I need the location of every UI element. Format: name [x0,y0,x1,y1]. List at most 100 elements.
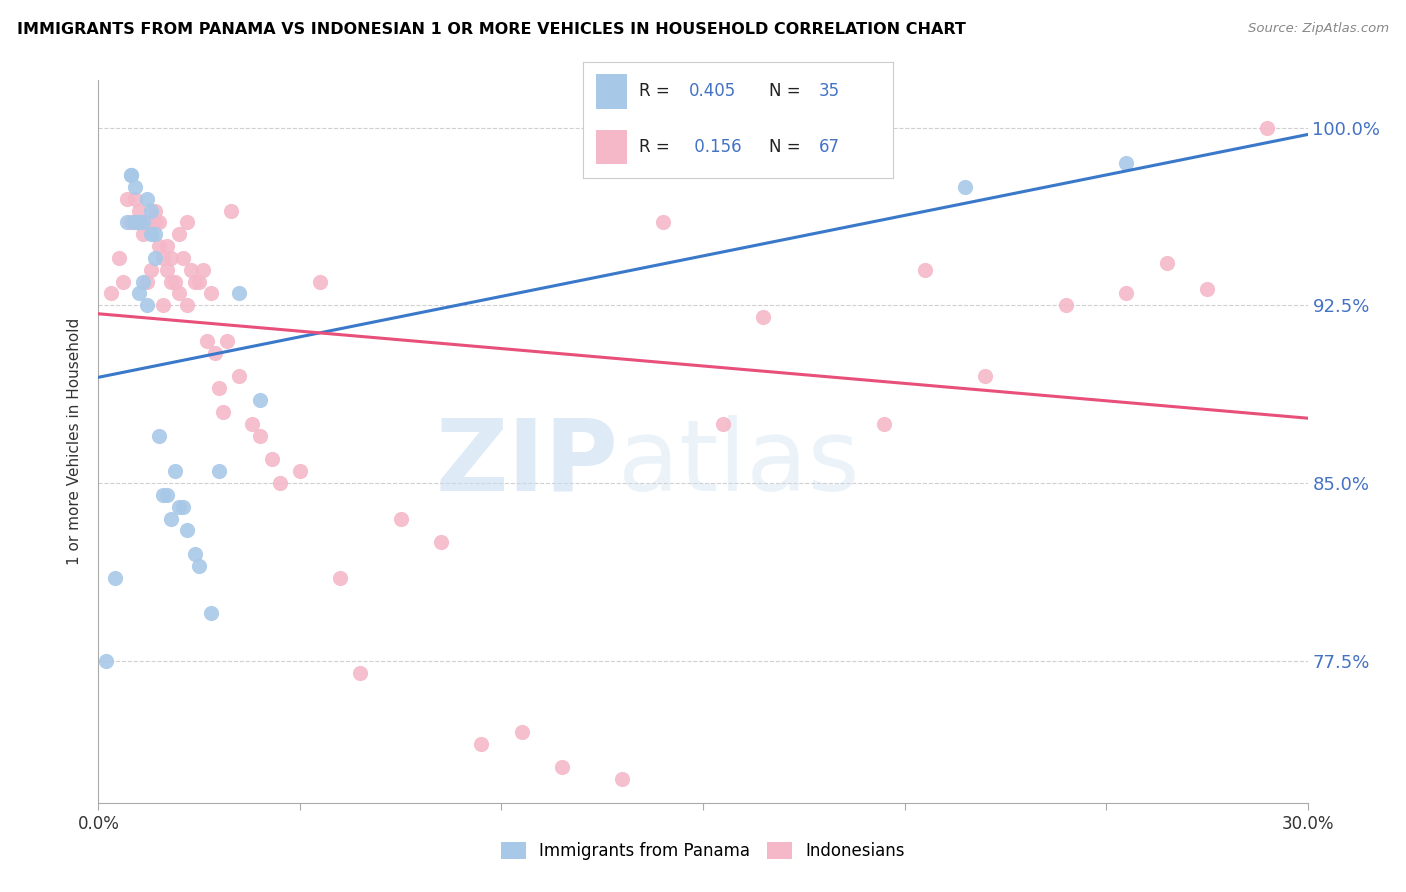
Point [160,251,183,265]
Point [329,571,352,585]
Point [143,251,166,265]
Point [107,251,129,265]
Point [1054,298,1077,312]
Point [152,251,174,265]
Point [124,215,146,229]
Point [163,464,186,478]
Text: 35: 35 [818,82,839,100]
Point [240,417,263,431]
Point [853,145,876,159]
Point [124,180,146,194]
Point [389,511,412,525]
Point [139,203,162,218]
Point [167,286,190,301]
Point [1256,120,1278,135]
Point [139,227,162,242]
Point [124,215,146,229]
Point [221,203,243,218]
Point [914,262,936,277]
Point [1115,156,1137,170]
Point [208,464,231,478]
Point [103,571,125,585]
Point [128,203,150,218]
Point [651,215,673,229]
Point [96,654,118,668]
Point [249,428,271,442]
Point [167,227,190,242]
Text: N =: N = [769,82,806,100]
Text: 0.156: 0.156 [689,138,741,156]
Point [188,558,211,573]
Point [152,488,174,502]
Point [128,215,150,229]
Text: IMMIGRANTS FROM PANAMA VS INDONESIAN 1 OR MORE VEHICLES IN HOUSEHOLD CORRELATION: IMMIGRANTS FROM PANAMA VS INDONESIAN 1 O… [17,22,966,37]
Point [135,192,157,206]
Point [143,215,166,229]
Point [172,500,194,514]
Point [470,737,492,751]
Bar [596,129,627,164]
Point [288,464,311,478]
Point [143,203,166,218]
Point [120,168,142,182]
Point [139,262,162,277]
Text: R =: R = [640,138,675,156]
Legend: Immigrants from Panama, Indonesians: Immigrants from Panama, Indonesians [495,835,911,867]
Point [176,524,198,538]
Point [349,665,371,680]
Point [132,227,155,242]
Point [711,417,734,431]
Point [176,298,198,312]
Point [269,475,291,490]
Point [156,488,179,502]
Point [217,334,239,348]
Point [551,760,574,774]
Point [249,393,271,408]
Text: 0.405: 0.405 [689,82,735,100]
Point [156,262,179,277]
Point [139,215,162,229]
Point [132,275,155,289]
Point [200,607,222,621]
Point [612,772,634,786]
Point [152,298,174,312]
Point [111,275,134,289]
Point [148,239,170,253]
Point [752,310,775,325]
Point [124,192,146,206]
Point [148,215,170,229]
Point [228,369,250,384]
Text: Source: ZipAtlas.com: Source: ZipAtlas.com [1249,22,1389,36]
Point [167,500,190,514]
Point [1156,255,1178,269]
Point [163,275,186,289]
Point [100,286,122,301]
Point [1195,282,1218,296]
Point [953,180,976,194]
Point [309,275,332,289]
Point [228,286,250,301]
Point [180,262,202,277]
Text: atlas: atlas [619,415,860,512]
Point [156,239,179,253]
Point [148,428,170,442]
Point [120,215,142,229]
Point [204,345,226,359]
Point [135,215,157,229]
Point [974,369,997,384]
Text: N =: N = [769,138,806,156]
Text: 67: 67 [818,138,839,156]
Point [160,511,183,525]
Point [260,452,283,467]
Point [128,286,150,301]
Point [160,275,183,289]
Point [184,547,207,561]
Point [200,286,222,301]
Point [115,215,138,229]
Point [208,381,231,395]
Point [195,334,218,348]
Point [430,535,453,549]
Point [212,405,235,419]
Point [193,262,215,277]
Point [172,251,194,265]
